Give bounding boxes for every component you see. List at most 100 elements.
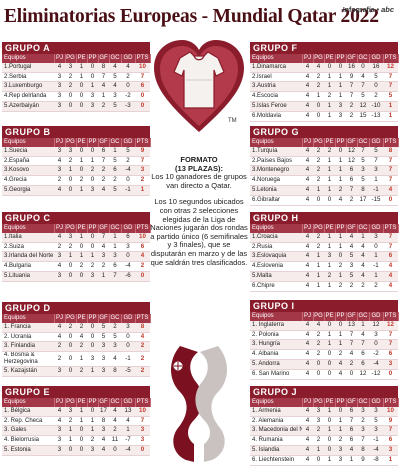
stat-cell: 0 [87,322,98,333]
stat-cell: 5 [109,156,121,167]
stat-cell: 0 [335,146,346,157]
stat-cell: 2 [121,156,135,167]
stat-cell: 1 [324,101,335,112]
team-name-cell: 2.Serbia [2,72,54,83]
column-header: PG [65,138,77,147]
stat-cell: 6 [346,165,357,177]
column-header: PE [76,224,88,233]
stat-cell: 0 [65,366,76,377]
table-row: 2.Serbia 3 2 1 0 7 5 2 7 [2,72,150,83]
points-cell: 4 [383,185,398,196]
stat-cell: 2 [313,165,324,177]
table-row: 6.Moldavia 4 0 1 3 2 15 -13 1 [250,111,398,122]
team-name-cell: 4. Albania [250,349,302,360]
points-cell: 0 [135,445,150,456]
team-name-cell: 2. Rep. Checa [2,416,54,427]
points-cell: 8 [135,322,150,333]
stat-cell: 0 [76,445,87,456]
stat-cell: 3 [98,366,109,377]
stat-cell: 3 [54,146,65,157]
stat-cell: -5 [121,366,135,377]
stat-cell: 3 [65,232,76,243]
column-header: GD [121,314,136,323]
table-row: 4.Noruega 4 2 1 1 6 5 1 7 [250,175,398,186]
points-cell: 4 [135,251,150,263]
stat-cell: 12 [357,369,369,380]
stat-cell: 3 [109,251,121,263]
stat-cell: 2 [65,72,76,83]
column-header: GD [369,138,384,147]
team-name-cell: 4. Rumania [250,435,302,446]
stat-cell: 6 [346,175,357,186]
column-header: GF [98,138,110,147]
page-title: Eliminatorias Europeas - Mundial Qatar 2… [4,6,379,27]
points-cell: 2 [135,261,150,272]
stat-cell: 2 [313,435,324,446]
column-header: Equipos [250,54,303,63]
stat-cell: 1 [335,242,346,253]
stat-cell: 0 [76,271,87,282]
stat-cell: 1 [324,185,335,196]
table-header-row: Equipos PJ PG PE PP GF GC GD PTS [2,314,151,323]
stat-cell: 7 [369,156,383,167]
table-row: 2. Alemania 4 3 0 1 7 2 5 9 [250,416,398,427]
table-header-row: Equipos PJ PG PE PP GF GC GD PTS [2,398,151,407]
stat-cell: 4 [302,175,313,186]
stat-cell: 5 [98,322,109,333]
stat-cell: 4 [302,185,313,196]
team-name-cell: 2.Suiza [2,242,54,253]
points-cell: 2 [135,351,150,367]
stat-cell: 1 [324,281,335,292]
stat-cell: 1 [109,232,121,243]
group-header: GRUPO D [2,302,150,314]
column-header: PP [87,398,99,407]
stat-cell: 4 [357,72,369,83]
stat-cell: 3 [121,242,135,253]
group-a: GRUPO A Equipos PJ PG PE PP GF GC GD PTS 1.Portuga… [2,42,151,112]
column-header: PE [76,138,88,147]
stat-cell: 2 [369,91,383,102]
stat-cell: 2 [335,349,346,360]
stat-cell: 3 [54,72,65,83]
stat-cell: 0 [65,91,76,102]
stat-cell: 4 [109,406,121,417]
stat-cell: 4 [109,62,121,73]
team-name-cell: 2.Países Bajos [250,156,302,167]
stat-cell: 1 [65,435,76,446]
stat-cell: 2 [76,261,87,272]
table-row: 3.Montenegro 4 2 1 1 6 3 3 7 [250,165,398,177]
stat-cell: 1 [324,261,335,272]
stat-cell: 2 [98,165,109,177]
table-row: 1.Italia 4 3 1 0 7 1 6 10 [2,232,150,243]
table-row: 1. Francia 4 2 2 0 5 2 3 8 [2,322,150,333]
column-header: GC [109,138,122,147]
stat-cell: 2 [313,349,324,360]
column-header: PG [65,398,77,407]
stat-cell: 1 [313,281,324,292]
column-header: PP [87,314,99,323]
team-name-cell: 3. Gales [2,425,54,437]
stat-cell: 1 [76,185,87,196]
stat-cell: 1 [335,416,346,427]
stat-cell: 5 [357,156,369,167]
stat-cell: -4 [121,261,135,272]
team-name-cell: 4.Grecia [2,175,54,186]
table-row: 2. Ucrania 4 0 4 0 5 5 0 4 [2,332,150,343]
stat-cell: 3 [369,232,383,243]
column-header: PE [324,138,336,147]
stat-cell: 1 [369,175,383,186]
points-cell: 7 [383,242,398,253]
points-cell: 3 [135,435,150,446]
column-header: PP [87,54,99,63]
team-name-cell: 4.Rep delrlanda [2,91,54,102]
stat-cell: 3 [335,101,346,112]
group-header: GRUPO E [2,386,150,398]
stat-cell: 2 [87,165,98,177]
column-header: PJ [302,54,314,63]
column-header: PJ [54,398,66,407]
stat-cell: 0 [324,195,335,206]
stat-cell: 4 [121,62,135,73]
stat-cell: 0 [121,81,135,93]
stat-cell: 2 [65,242,76,253]
stat-cell: 4 [302,251,313,263]
